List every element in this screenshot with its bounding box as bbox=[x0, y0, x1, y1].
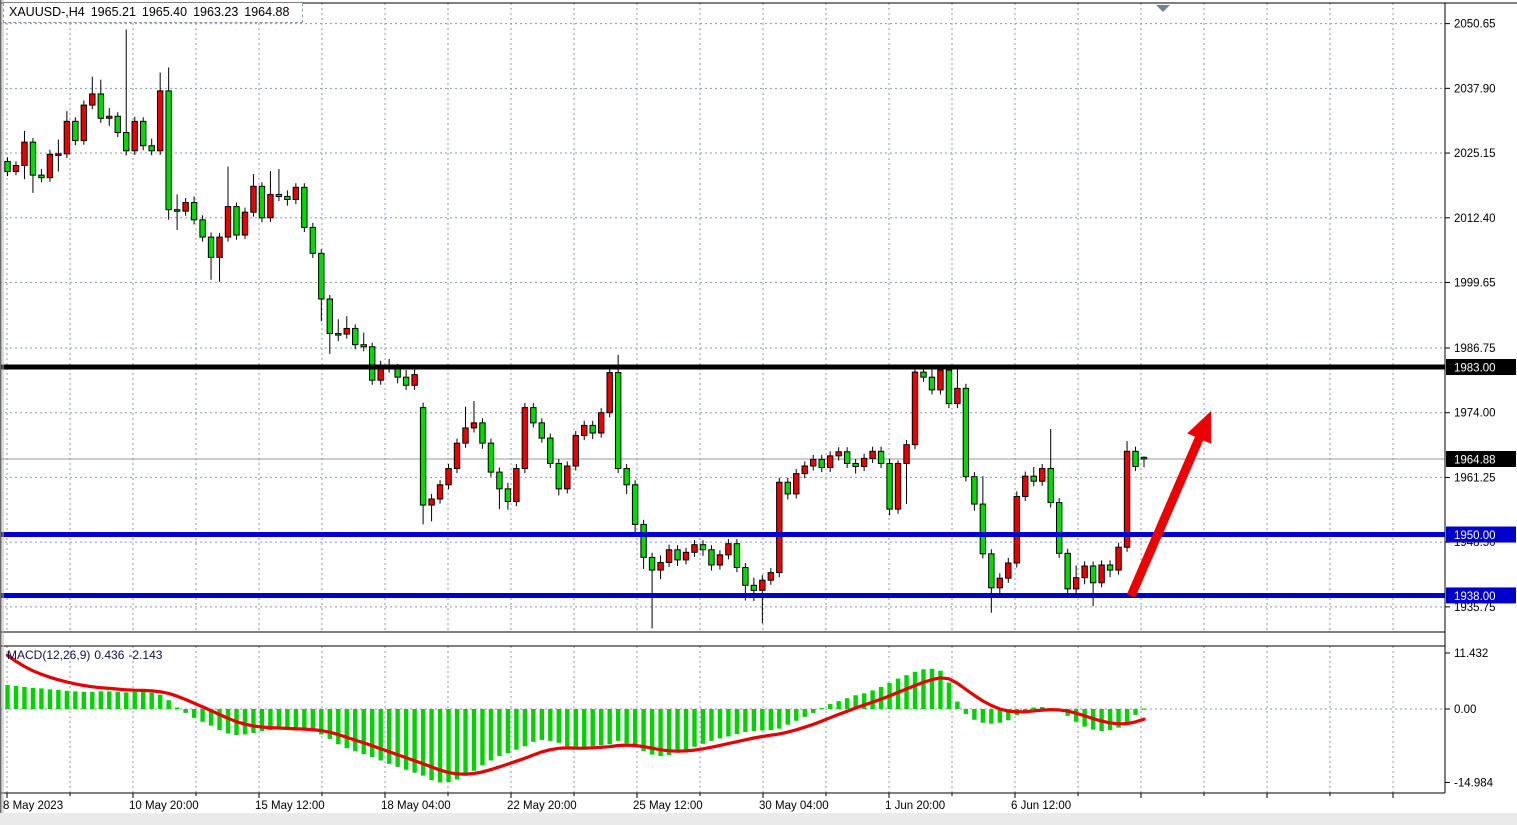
candles-series bbox=[4, 29, 1148, 629]
low-value: 1963.23 bbox=[193, 5, 239, 19]
window-bottom-strip bbox=[0, 813, 1517, 825]
svg-text:10 May 20:00: 10 May 20:00 bbox=[129, 800, 199, 812]
svg-text:1983.00: 1983.00 bbox=[1454, 363, 1496, 375]
svg-text:30 May 04:00: 30 May 04:00 bbox=[759, 800, 829, 812]
svg-text:1999.65: 1999.65 bbox=[1454, 278, 1496, 290]
macd-main-value: 0.436 bbox=[94, 648, 125, 662]
svg-text:1974.00: 1974.00 bbox=[1454, 408, 1496, 420]
macd-name: MACD(12,26,9) bbox=[7, 648, 91, 662]
macd-signal-line bbox=[5, 653, 1146, 776]
autoscroll-marker-icon[interactable] bbox=[1156, 5, 1170, 12]
svg-text:2050.65: 2050.65 bbox=[1454, 19, 1496, 31]
macd-signal-value: -2.143 bbox=[128, 648, 163, 662]
grid bbox=[0, 3, 1445, 793]
symbol-period-label: XAUUSD-,H4 bbox=[9, 5, 85, 19]
svg-text:2025.15: 2025.15 bbox=[1454, 148, 1496, 160]
window-left-edge-inner bbox=[2, 0, 4, 825]
panel-frames bbox=[0, 2, 1517, 794]
chart-ohlc-title: XAUUSD-,H4 1965.21 1965.40 1963.23 1964.88 bbox=[3, 3, 304, 23]
svg-text:18 May 04:00: 18 May 04:00 bbox=[381, 800, 451, 812]
close-value: 1964.88 bbox=[244, 5, 290, 19]
window-left-edge bbox=[0, 0, 2, 825]
svg-text:1964.88: 1964.88 bbox=[1454, 455, 1496, 467]
price-level-badge-1983.00: 1983.00 bbox=[1446, 359, 1516, 376]
svg-text:2012.40: 2012.40 bbox=[1454, 213, 1496, 225]
macd-histogram bbox=[5, 668, 1147, 783]
svg-text:1938.00: 1938.00 bbox=[1454, 591, 1496, 603]
price-axis[interactable]: 2050.65 2037.90 2025.15 2012.40 1999.65 1986.… bbox=[1445, 19, 1496, 790]
time-axis[interactable]: 8 May 2023 10 May 20:00 15 May 12:00 18 May… bbox=[3, 793, 1394, 812]
svg-text:0.00: 0.00 bbox=[1454, 704, 1476, 716]
trend-arrow[interactable] bbox=[1126, 411, 1211, 598]
macd-indicator-label: MACD(12,26,9) 0.436 -2.143 bbox=[7, 648, 166, 662]
svg-text:1986.75: 1986.75 bbox=[1454, 343, 1496, 355]
svg-text:25 May 12:00: 25 May 12:00 bbox=[633, 800, 703, 812]
svg-text:2037.90: 2037.90 bbox=[1454, 83, 1496, 95]
price-level-badge-1950.00: 1950.00 bbox=[1446, 526, 1516, 543]
svg-text:11.432: 11.432 bbox=[1454, 648, 1488, 660]
svg-text:15 May 12:00: 15 May 12:00 bbox=[255, 800, 325, 812]
svg-text:6 Jun 12:00: 6 Jun 12:00 bbox=[1011, 800, 1071, 812]
svg-text:1935.75: 1935.75 bbox=[1454, 602, 1496, 614]
high-value: 1965.40 bbox=[141, 5, 188, 19]
svg-text:1950.00: 1950.00 bbox=[1454, 530, 1496, 542]
svg-text:1 Jun 20:00: 1 Jun 20:00 bbox=[885, 800, 945, 812]
svg-text:1961.25: 1961.25 bbox=[1454, 472, 1496, 484]
open-value: 1965.21 bbox=[90, 5, 136, 19]
svg-text:8 May 2023: 8 May 2023 bbox=[3, 800, 63, 812]
svg-text:-14.984: -14.984 bbox=[1454, 777, 1494, 789]
svg-text:22 May 20:00: 22 May 20:00 bbox=[507, 800, 577, 812]
price-level-badge-1938.00: 1938.00 bbox=[1446, 587, 1516, 604]
current-price-badge: 1964.88 bbox=[1446, 451, 1516, 467]
